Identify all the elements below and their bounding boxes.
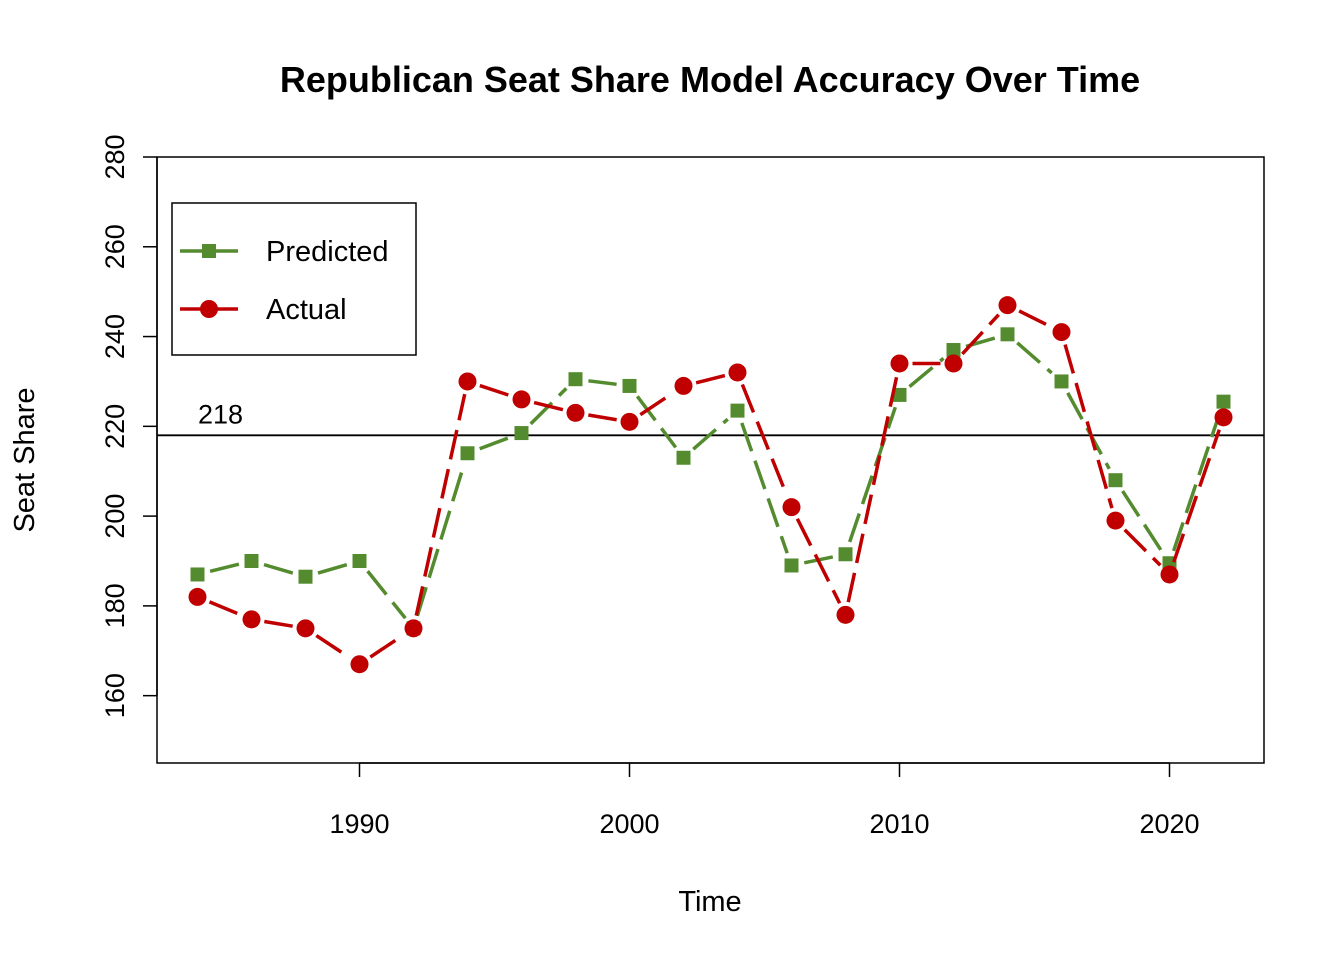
data-point	[730, 403, 745, 418]
y-tick-label: 280	[100, 134, 130, 179]
x-axis-label: Time	[678, 886, 741, 918]
data-point	[998, 296, 1017, 315]
series-predicted	[190, 327, 1231, 636]
data-point	[620, 412, 639, 431]
data-point	[350, 655, 369, 674]
series-segment	[795, 517, 842, 605]
series-segment	[908, 356, 945, 388]
series-segment	[1121, 490, 1164, 554]
series-segment	[263, 562, 294, 575]
data-point	[836, 605, 855, 624]
data-point	[1054, 374, 1069, 389]
series-actual	[188, 296, 1233, 674]
data-point	[1052, 323, 1071, 342]
axes: 160 180 200 220 240 260 280 1990 2000 2010 2020	[100, 134, 1199, 839]
series-segment	[1123, 528, 1162, 567]
series-segment	[961, 313, 1000, 356]
y-tick-label: 220	[100, 404, 130, 449]
series-segment	[479, 383, 510, 397]
series-segment	[209, 562, 240, 574]
data-point	[244, 554, 259, 568]
data-point	[458, 372, 477, 391]
series-segment	[369, 634, 404, 659]
data-point	[514, 426, 529, 441]
x-tick-label: 2020	[1139, 809, 1199, 839]
data-point	[622, 378, 637, 393]
y-tick-label: 160	[100, 673, 130, 718]
series-segment	[533, 400, 564, 412]
series-segment	[366, 570, 407, 620]
series-segment	[479, 435, 510, 451]
data-point	[1160, 565, 1179, 584]
data-point	[1216, 394, 1231, 409]
series-segment	[317, 562, 348, 575]
data-point	[784, 558, 799, 573]
data-point	[566, 403, 585, 422]
legend-box	[171, 202, 417, 356]
data-point	[838, 547, 853, 562]
data-point	[944, 354, 963, 373]
series-segment	[695, 373, 726, 385]
y-tick-label: 240	[100, 314, 130, 359]
series-segment	[588, 413, 617, 422]
legend-label: Predicted	[266, 236, 389, 268]
series-segment	[1171, 413, 1222, 552]
data-point	[674, 376, 693, 395]
series-group	[188, 296, 1233, 674]
legend-label: Actual	[266, 294, 347, 326]
reference-line-group: 218	[157, 399, 1264, 437]
data-point	[298, 569, 313, 584]
data-point	[946, 343, 961, 358]
legend: Predicted Actual	[171, 202, 417, 356]
legend-items: Predicted Actual	[180, 236, 389, 326]
series-segment	[1018, 309, 1051, 328]
series-segment	[415, 465, 466, 617]
y-tick-label: 260	[100, 224, 130, 269]
data-point	[188, 587, 207, 606]
x-tick-label: 2000	[599, 809, 659, 839]
x-tick-label: 2010	[869, 809, 929, 839]
series-segment	[692, 417, 729, 451]
series-segment	[848, 406, 897, 543]
reference-line-label: 218	[198, 399, 243, 429]
data-point	[352, 554, 367, 568]
data-point	[512, 390, 531, 409]
series-segment	[208, 600, 241, 616]
data-point	[892, 387, 907, 402]
data-point	[1106, 511, 1125, 530]
series-segment	[264, 619, 293, 628]
x-tick-label: 1990	[329, 809, 389, 839]
y-tick-label: 180	[100, 583, 130, 628]
series-segment	[315, 634, 350, 659]
data-point	[1214, 408, 1233, 427]
legend-marker	[202, 244, 216, 258]
series-segment	[740, 422, 789, 554]
series-segment	[1172, 429, 1221, 563]
data-point	[296, 619, 315, 638]
series-segment	[639, 391, 674, 417]
series-segment	[1016, 341, 1053, 375]
data-point	[568, 372, 583, 387]
data-point	[190, 567, 205, 582]
series-segment	[740, 383, 789, 496]
data-point	[890, 354, 909, 373]
data-point	[1108, 473, 1123, 488]
y-axis-label: Seat Share	[9, 387, 41, 532]
data-point	[782, 498, 801, 517]
series-segment	[846, 375, 899, 603]
chart-title: Republican Seat Share Model Accuracy Ove…	[280, 59, 1140, 100]
series-segment	[414, 393, 467, 617]
data-point	[1000, 327, 1015, 342]
data-point	[728, 363, 747, 382]
data-point	[242, 610, 261, 629]
legend-marker	[200, 300, 218, 318]
series-segment	[635, 395, 678, 449]
data-point	[460, 446, 475, 461]
series-segment	[588, 379, 617, 387]
data-point	[404, 619, 423, 638]
series-segment	[1063, 344, 1114, 509]
y-tick-label: 200	[100, 494, 130, 539]
data-point	[676, 450, 691, 465]
